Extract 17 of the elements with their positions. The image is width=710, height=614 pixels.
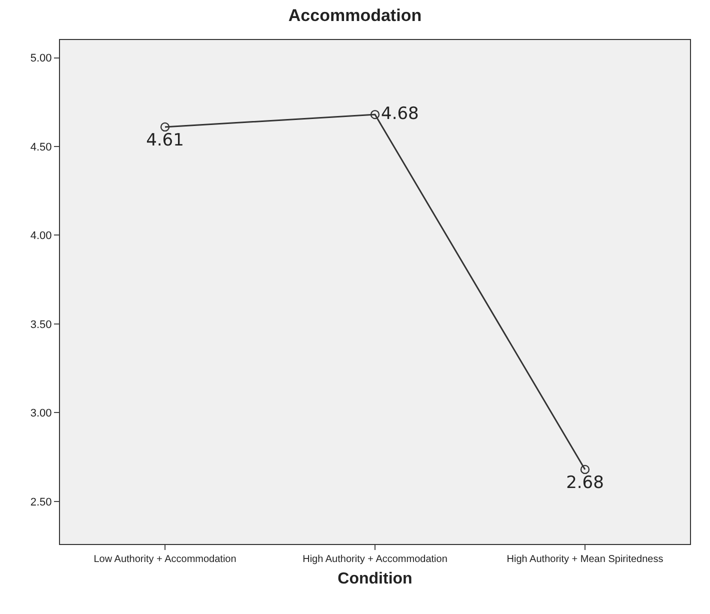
- y-tick-label: 4.50: [30, 141, 52, 154]
- x-tick-label: High Authority + Mean Spiritedness: [506, 554, 664, 565]
- y-tick-label: 2.50: [30, 496, 52, 508]
- point: [370, 110, 380, 120]
- x-axis-title: Condition: [338, 570, 412, 588]
- data-label: 4.61: [146, 130, 184, 151]
- data-label: 2.68: [566, 473, 604, 494]
- point: [160, 122, 170, 132]
- y-tick-label: 4.00: [30, 230, 52, 242]
- point: [580, 464, 590, 474]
- x-tick-label: Low Authority + Accommodation: [94, 554, 236, 565]
- y-tick-label: 3.00: [30, 408, 52, 420]
- chart-title: Accommodation: [288, 6, 422, 26]
- x-tick-label: High Authority + Accommodation: [302, 554, 448, 565]
- y-tick-label: 5.00: [30, 52, 52, 65]
- data-label: 4.68: [381, 104, 419, 124]
- y-tick-label: 3.50: [30, 318, 52, 331]
